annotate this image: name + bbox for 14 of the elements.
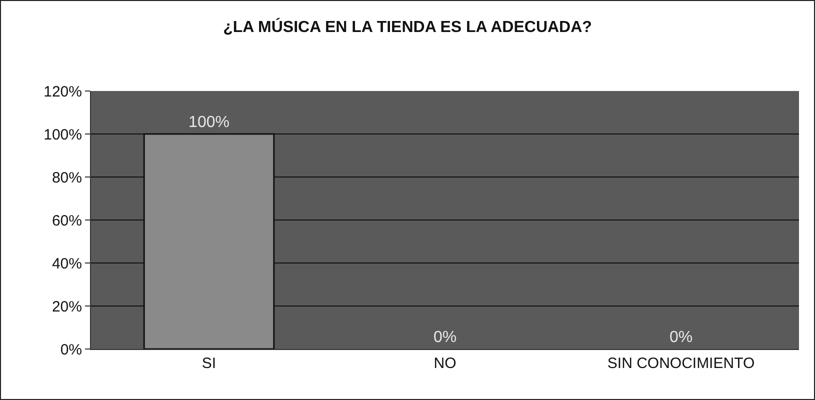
y-tick-label: 40% (52, 255, 82, 272)
y-tick-label: 20% (52, 298, 82, 316)
data-label: 100% (188, 114, 230, 131)
y-tick-label: 80% (52, 169, 82, 186)
y-tick-label: 60% (52, 212, 82, 230)
x-tick-label: NO (434, 355, 456, 372)
x-tick-label: SI (202, 355, 216, 372)
chart-title: ¿LA MÚSICA EN LA TIENDA ES LA ADECUADA? (223, 17, 592, 36)
data-label: 0% (669, 329, 693, 346)
x-tick-label: SIN CONOCIMIENTO (607, 355, 755, 372)
y-tick-label: 120% (44, 83, 82, 100)
data-label: 0% (433, 329, 457, 346)
y-tick-label: 100% (44, 126, 82, 144)
y-tick-label: 0% (60, 341, 82, 358)
